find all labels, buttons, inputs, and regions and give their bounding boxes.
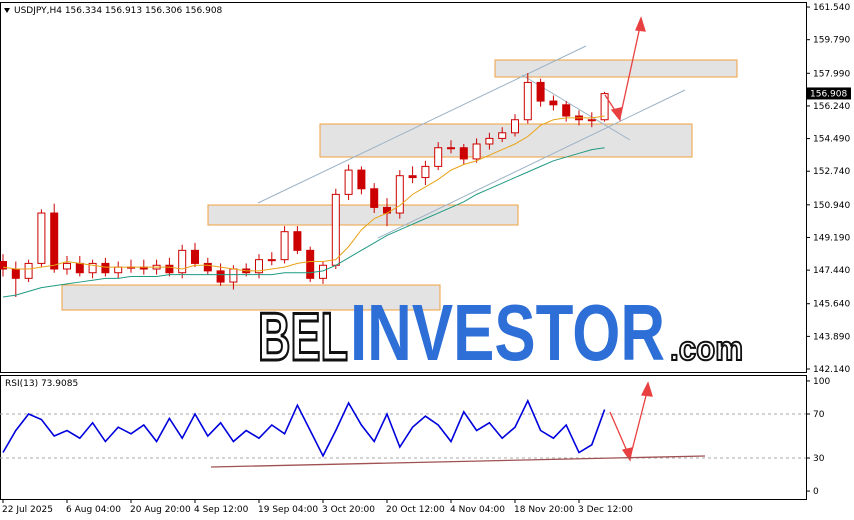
x-tick-label: 20 Oct 12:00 xyxy=(386,505,445,515)
candle-body xyxy=(498,132,507,139)
candle-body xyxy=(50,212,59,270)
x-tick-label: 22 Jul 2025 xyxy=(2,505,53,515)
candle-body xyxy=(395,175,404,214)
x-tick-label: 6 Aug 04:00 xyxy=(66,505,121,515)
candle-body xyxy=(255,259,263,274)
candle-body xyxy=(536,81,545,102)
x-tick-label: 3 Oct 20:00 xyxy=(322,505,375,515)
candle-body xyxy=(11,268,20,279)
candle-body xyxy=(178,249,187,274)
x-tick-label: 4 Nov 04:00 xyxy=(450,505,505,515)
channel-line xyxy=(377,89,686,239)
candle-body xyxy=(408,175,417,179)
candle-body xyxy=(331,193,340,266)
rsi-title: RSI(13) 73.9085 xyxy=(5,379,78,389)
candle-body xyxy=(88,262,97,274)
chart-title: USDJPY,H4 156.334 156.913 156.306 156.90… xyxy=(14,6,223,16)
arrow-head xyxy=(635,16,646,32)
candle-body xyxy=(472,143,481,160)
arrow-head xyxy=(640,381,653,397)
price-panel xyxy=(0,2,807,373)
y-tick-label: 143.890 xyxy=(813,332,850,342)
candle-body xyxy=(114,266,123,274)
candle-body xyxy=(370,188,379,208)
watermark-right: .com xyxy=(670,330,743,368)
plot xyxy=(0,73,806,459)
y-tick-label: 154.490 xyxy=(813,135,850,145)
candle-body xyxy=(191,249,199,264)
current-price-label: 156.908 xyxy=(810,89,847,99)
y-tick-label: 149.190 xyxy=(813,233,850,243)
candle-body xyxy=(383,206,391,214)
x-tick-label: 18 Nov 20:00 xyxy=(514,505,575,515)
current-price-box xyxy=(807,87,851,100)
candle-body xyxy=(459,147,468,160)
y-tick-label: 152.740 xyxy=(813,167,850,177)
y-tick-label: 147.440 xyxy=(813,266,850,276)
y-tick-label: 142.140 xyxy=(813,365,850,375)
watermark-middle: INVESTOR xyxy=(350,288,665,377)
candle-body xyxy=(511,119,519,134)
y-tick-label: 70 xyxy=(813,410,825,420)
zone xyxy=(61,284,441,311)
y-tick-label: 100 xyxy=(813,377,830,387)
candle-body xyxy=(280,231,289,261)
channel-line xyxy=(257,45,587,204)
x-tick-label: 20 Aug 20:00 xyxy=(130,505,191,515)
rsi-panel xyxy=(0,375,807,500)
candle-body xyxy=(101,262,110,274)
candle-body xyxy=(421,165,430,179)
y-tick-label: 0 xyxy=(813,487,819,497)
candle-body xyxy=(229,268,238,283)
zone xyxy=(494,59,738,78)
arrow-head xyxy=(621,447,633,462)
candle-body xyxy=(523,81,532,121)
zone xyxy=(207,204,519,226)
candle-body xyxy=(0,261,7,270)
watermark: BEL INVESTOR .com xyxy=(257,288,745,377)
candle-body xyxy=(600,93,609,121)
y-tick-label: 156.240 xyxy=(813,102,850,112)
y-tick-label: 159.790 xyxy=(813,36,850,46)
watermark-left: BEL xyxy=(258,299,348,375)
moving-average xyxy=(2,147,605,298)
candle-body xyxy=(357,169,366,190)
candle-body xyxy=(549,100,558,106)
candle-body xyxy=(306,249,315,279)
candle-body xyxy=(587,119,596,122)
candle-body xyxy=(344,169,353,195)
candle-body xyxy=(24,262,33,279)
candle-body xyxy=(216,270,225,283)
candle-body xyxy=(319,264,327,279)
menu-icon xyxy=(4,8,10,13)
candle-body xyxy=(267,259,276,262)
candle-body xyxy=(203,262,212,272)
candle-body xyxy=(63,262,71,270)
y-tick-label: 161.540 xyxy=(813,3,850,13)
y-tick-label: 150.940 xyxy=(813,201,850,211)
y-tick-label: 157.990 xyxy=(813,69,850,79)
zones xyxy=(61,59,738,311)
rsi-trendline xyxy=(210,455,706,468)
zone xyxy=(319,123,693,158)
candle-body xyxy=(485,137,494,145)
y-tick-label: 30 xyxy=(813,454,825,464)
x-tick-label: 3 Dec 12:00 xyxy=(578,505,633,515)
moving-average xyxy=(2,115,605,272)
rsi-line xyxy=(2,398,606,458)
candle-body xyxy=(562,104,571,117)
y-tick-label: 145.640 xyxy=(813,300,850,310)
candle-body xyxy=(75,262,84,274)
candle-body xyxy=(37,212,46,264)
candle-body xyxy=(447,147,455,150)
candle-body xyxy=(434,147,443,167)
candle-body xyxy=(293,231,302,251)
x-tick-label: 19 Sep 04:00 xyxy=(258,505,318,515)
arrow-head xyxy=(610,107,622,122)
candle-body xyxy=(165,264,174,274)
x-tick-label: 4 Sep 12:00 xyxy=(194,505,249,515)
